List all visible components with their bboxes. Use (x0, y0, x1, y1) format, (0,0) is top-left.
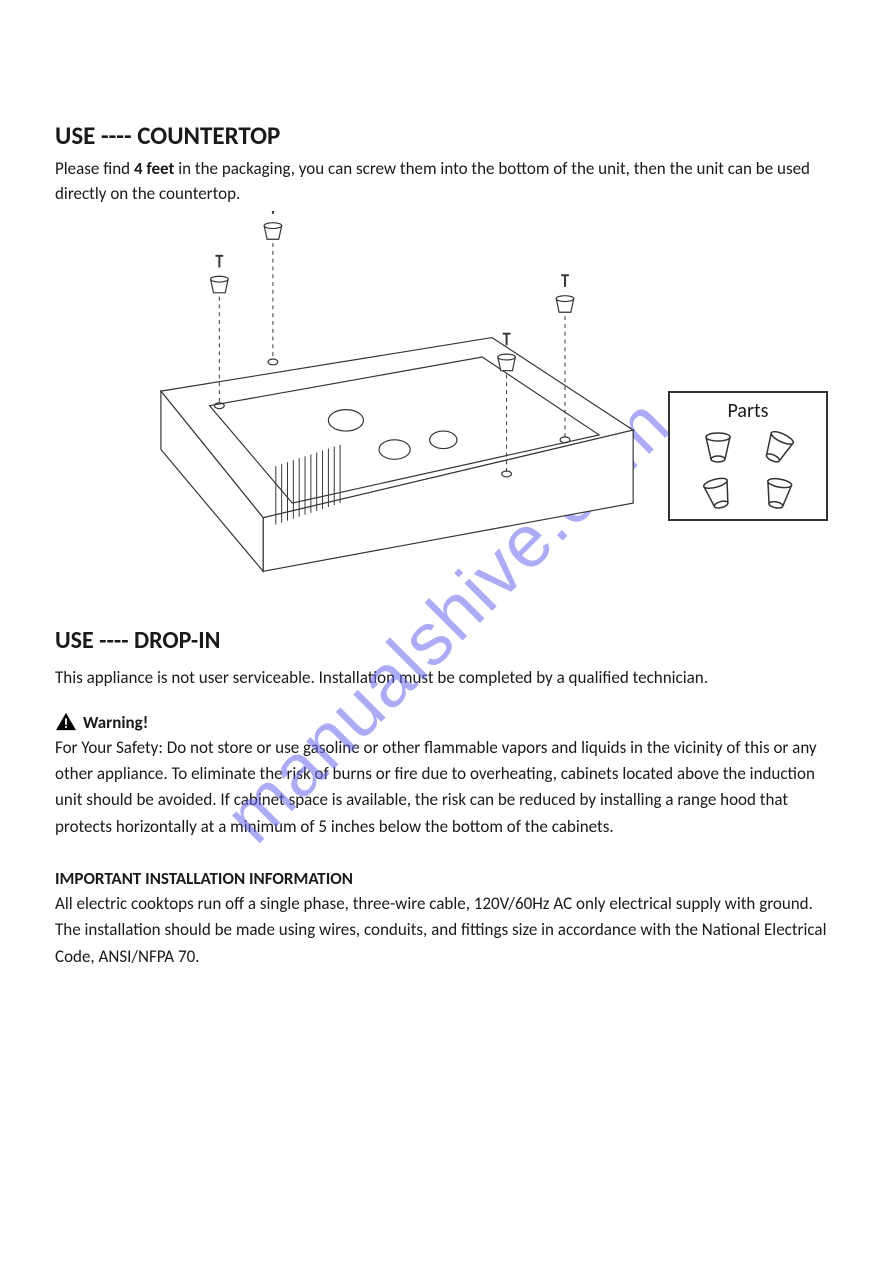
section1-heading: USE ---- COUNTERTOP (55, 120, 838, 151)
section1-intro-prefix: Please find (55, 158, 134, 179)
foot-part-icon (758, 475, 798, 511)
section2-heading: USE ---- DROP-IN (55, 626, 838, 655)
foot-part-icon (698, 429, 738, 465)
section3-text: All electric cooktops run off a single p… (55, 891, 838, 970)
warning-row: Warning! (55, 712, 838, 733)
foot-part-icon (758, 429, 798, 465)
section2-intro: This appliance is not user serviceable. … (55, 665, 838, 691)
warning-triangle-icon (55, 712, 77, 732)
section3-heading: IMPORTANT INSTALLATION INFORMATION (55, 868, 838, 889)
assembly-diagram: Parts (55, 211, 838, 591)
parts-grid (670, 427, 826, 511)
section1-intro-bold: 4 feet (134, 158, 174, 179)
warning-text: For Your Safety: Do not store or use gas… (55, 735, 838, 840)
parts-box: Parts (668, 391, 828, 521)
warning-label: Warning! (83, 712, 148, 733)
foot-part-icon (698, 475, 738, 511)
cooktop-bottom-svg (95, 211, 665, 581)
parts-box-title: Parts (670, 399, 826, 423)
manual-page: manualshive.com USE ---- COUNTERTOP Plea… (0, 0, 893, 1263)
section1-intro: Please find 4 feet in the packaging, you… (55, 157, 838, 206)
